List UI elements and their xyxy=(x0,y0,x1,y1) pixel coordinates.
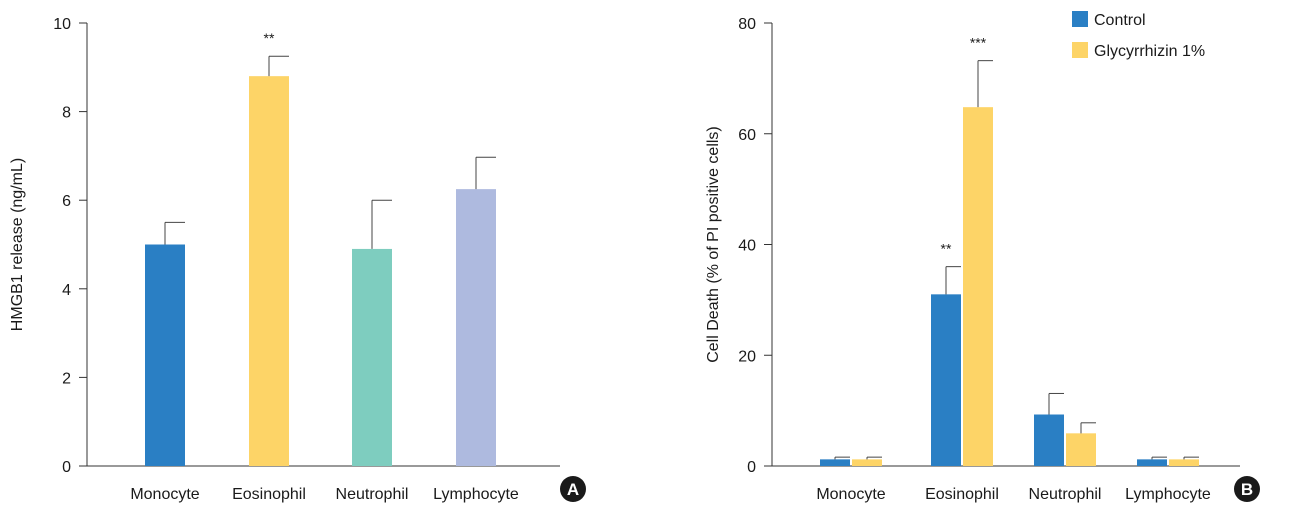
panel-badge xyxy=(1234,476,1260,502)
x-category-label: Lymphocyte xyxy=(433,486,519,503)
y-tick-label: 80 xyxy=(738,16,756,33)
bar xyxy=(1034,414,1064,466)
significance-label: *** xyxy=(970,35,987,51)
panel-badge-label: A xyxy=(567,480,579,499)
x-category-label: Lymphocyte xyxy=(1125,486,1211,503)
bar xyxy=(1066,433,1096,466)
x-category-label: Monocyte xyxy=(816,486,885,503)
y-tick-label: 10 xyxy=(53,16,71,33)
y-tick-label: 6 xyxy=(62,193,71,210)
legend-label: Control xyxy=(1094,12,1146,29)
x-category-label: Monocyte xyxy=(130,486,199,503)
x-category-label: Neutrophil xyxy=(1029,486,1102,503)
y-tick-label: 4 xyxy=(62,282,71,299)
y-tick-label: 2 xyxy=(62,370,71,387)
y-tick-label: 60 xyxy=(738,127,756,144)
panel-badge-label: B xyxy=(1241,480,1253,499)
y-tick-label: 0 xyxy=(747,459,756,476)
bar xyxy=(820,459,850,466)
y-axis-title: Cell Death (% of PI positive cells) xyxy=(705,126,722,363)
bar xyxy=(249,76,289,466)
significance-label: ** xyxy=(264,30,275,46)
bar xyxy=(145,244,185,466)
bar xyxy=(931,294,961,466)
x-category-label: Eosinophil xyxy=(925,486,999,503)
legend-swatch xyxy=(1072,42,1088,58)
significance-label: ** xyxy=(941,241,952,257)
legend-swatch xyxy=(1072,11,1088,27)
bar xyxy=(852,459,882,466)
bar xyxy=(456,189,496,466)
bar xyxy=(1137,459,1167,466)
x-category-label: Neutrophil xyxy=(336,486,409,503)
y-tick-label: 0 xyxy=(62,459,71,476)
y-tick-label: 8 xyxy=(62,105,71,122)
bar xyxy=(1169,459,1199,466)
bar xyxy=(352,248,392,466)
bar xyxy=(963,107,993,467)
x-category-label: Eosinophil xyxy=(232,486,306,503)
legend-label: Glycyrrhizin 1% xyxy=(1094,43,1205,60)
panel-badge xyxy=(560,476,586,502)
y-axis-title: HMGB1 release (ng/mL) xyxy=(9,158,26,331)
y-tick-label: 40 xyxy=(738,238,756,255)
y-tick-label: 20 xyxy=(738,348,756,365)
